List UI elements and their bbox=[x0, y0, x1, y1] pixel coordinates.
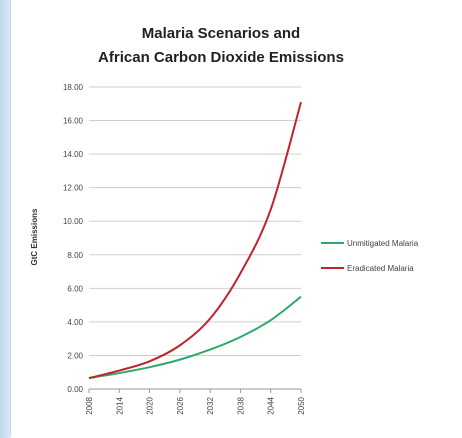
y-axis-title: GtC Emissions bbox=[30, 208, 39, 265]
y-tick-label: 8.00 bbox=[67, 251, 83, 260]
x-tick-labels: 2008 2014 2020 2026 2032 2038 2044 2050 bbox=[85, 396, 306, 414]
series-line-eradicated bbox=[88, 101, 302, 380]
x-tick-label: 2014 bbox=[115, 396, 124, 414]
y-tick-label: 4.00 bbox=[67, 318, 83, 327]
legend-label-unmitigated: Unmitigated Malaria bbox=[347, 239, 419, 248]
y-tick-label: 18.00 bbox=[63, 83, 84, 92]
chart-frame: Malaria Scenarios and African Carbon Dio… bbox=[10, 0, 457, 436]
legend-label-eradicated: Eradicated Malaria bbox=[347, 264, 414, 273]
x-tick-label: 2044 bbox=[267, 396, 276, 414]
grid-layer bbox=[88, 86, 302, 393]
chart-svg: Malaria Scenarios and African Carbon Dio… bbox=[30, 25, 419, 415]
x-tick-label: 2020 bbox=[146, 396, 155, 414]
y-tick-labels: 0.00 2.00 4.00 6.00 8.00 10.00 12.00 14.00 16.00… bbox=[63, 83, 84, 394]
x-tick-label: 2032 bbox=[206, 396, 215, 414]
y-tick-label: 0.00 bbox=[67, 385, 83, 394]
y-tick-label: 6.00 bbox=[67, 284, 83, 293]
y-tick-label: 16.00 bbox=[63, 117, 84, 126]
x-tick-label: 2008 bbox=[85, 396, 94, 414]
x-tick-label: 2050 bbox=[297, 396, 306, 414]
chart-title-line-2: African Carbon Dioxide Emissions bbox=[98, 49, 344, 66]
y-tick-label: 2.00 bbox=[67, 351, 83, 360]
series-layer bbox=[88, 101, 302, 380]
legend: Unmitigated Malaria Eradicated Malaria bbox=[321, 239, 419, 273]
series-line-unmitigated bbox=[88, 295, 302, 380]
y-tick-label: 10.00 bbox=[63, 217, 84, 226]
chart-title-line-1: Malaria Scenarios and bbox=[142, 25, 300, 42]
y-tick-label: 14.00 bbox=[63, 150, 84, 159]
x-tick-label: 2038 bbox=[236, 396, 245, 414]
y-tick-label: 12.00 bbox=[63, 184, 84, 193]
x-tick-label: 2026 bbox=[176, 396, 185, 414]
